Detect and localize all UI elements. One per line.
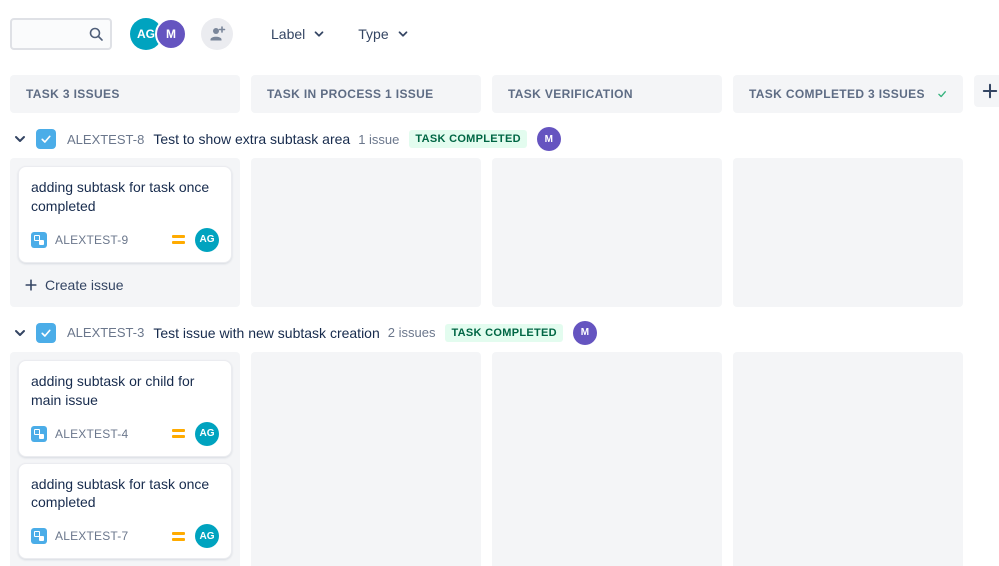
- board-cell-task-verification[interactable]: [492, 158, 722, 307]
- type-filter-dropdown[interactable]: Type: [358, 26, 409, 42]
- status-badge: TASK COMPLETED: [445, 323, 563, 342]
- swimlane-row: adding subtask for task once completed A…: [10, 158, 999, 307]
- column-headers-row: TASK 3 ISSUES TASK IN PROCESS 1 ISSUE TA…: [10, 75, 999, 113]
- column-header-task: TASK 3 ISSUES: [10, 75, 240, 113]
- status-badge: TASK COMPLETED: [409, 130, 527, 148]
- create-issue-label: Create issue: [45, 276, 124, 293]
- search-input[interactable]: [10, 18, 112, 50]
- chevron-down-icon[interactable]: [12, 131, 28, 147]
- task-type-icon: [36, 322, 56, 343]
- priority-medium-icon: [172, 531, 185, 541]
- board-cell-task[interactable]: adding subtask for task once completed A…: [10, 158, 240, 307]
- subtask-icon: [31, 528, 47, 545]
- label-filter-dropdown[interactable]: Label: [271, 26, 326, 42]
- swimlane-issue-count: 1 issue: [358, 131, 400, 147]
- check-icon: [40, 327, 52, 339]
- swimlane-row: adding subtask or child for main issue A…: [10, 351, 999, 566]
- done-check-icon: [937, 87, 947, 101]
- board-page: AG M Label Type TASK 3 ISSUES TASK IN PR…: [0, 18, 999, 566]
- chevron-down-icon: [396, 27, 410, 41]
- issue-card-title: adding subtask or child for main issue: [31, 372, 195, 408]
- create-issue-button[interactable]: Create issue: [18, 271, 130, 299]
- board-cell-task-in-process[interactable]: [251, 351, 481, 566]
- issue-card-alextest-9[interactable]: adding subtask for task once completed A…: [18, 166, 232, 263]
- issue-card-title: adding subtask for task once completed: [31, 179, 210, 214]
- subtask-icon: [31, 231, 47, 248]
- swimlane-title: Test to show extra subtask area: [153, 131, 351, 147]
- issue-card-footer: ALEXTEST-4 AG: [31, 421, 219, 446]
- chevron-down-icon: [312, 27, 326, 41]
- priority-medium-icon: [172, 429, 185, 439]
- issue-card-title: adding subtask for task once completed: [31, 475, 210, 511]
- label-filter-text: Label: [271, 26, 306, 42]
- swimlane-issue-key[interactable]: ALEXTEST-8: [67, 131, 145, 147]
- column-title: TASK VERIFICATION: [508, 87, 633, 101]
- card-assignee-avatar[interactable]: AG: [195, 227, 219, 252]
- member-avatars: AG M: [130, 18, 187, 50]
- issue-key: ALEXTEST-9: [55, 232, 129, 247]
- column-title: TASK COMPLETED 3 ISSUES: [749, 87, 925, 101]
- board-cell-task-verification[interactable]: [492, 351, 722, 566]
- chevron-down-icon[interactable]: [12, 325, 28, 341]
- board-toolbar: AG M Label Type: [10, 18, 999, 50]
- card-assignee-avatar[interactable]: AG: [195, 524, 219, 549]
- issue-card-alextest-7[interactable]: adding subtask for task once completed A…: [18, 462, 232, 560]
- avatar-m[interactable]: M: [155, 18, 187, 50]
- swimlane-assignee-avatar[interactable]: M: [536, 127, 561, 151]
- plus-icon: [981, 82, 999, 100]
- check-icon: [40, 133, 52, 145]
- column-title: TASK 3 ISSUES: [26, 87, 120, 101]
- issue-card-alextest-4[interactable]: adding subtask or child for main issue A…: [18, 359, 232, 457]
- column-title: TASK IN PROCESS 1 ISSUE: [267, 87, 434, 101]
- board-cell-task-in-process[interactable]: [251, 158, 481, 307]
- board-cell-task[interactable]: adding subtask or child for main issue A…: [10, 351, 240, 566]
- board-cell-task-completed[interactable]: [733, 351, 963, 566]
- type-filter-text: Type: [358, 26, 389, 42]
- issue-card-footer: ALEXTEST-9 AG: [31, 227, 219, 252]
- priority-medium-icon: [172, 235, 185, 245]
- column-header-task-completed: TASK COMPLETED 3 ISSUES: [733, 75, 963, 113]
- add-people-icon: [208, 25, 226, 43]
- issue-key: ALEXTEST-4: [55, 426, 129, 441]
- add-column-button[interactable]: [974, 75, 999, 107]
- task-type-icon: [36, 129, 56, 149]
- search-field-wrap: [10, 18, 112, 50]
- add-people-button[interactable]: [201, 18, 233, 50]
- issue-key: ALEXTEST-7: [55, 529, 129, 544]
- column-header-task-in-process: TASK IN PROCESS 1 ISSUE: [251, 75, 481, 113]
- swimlane-title: Test issue with new subtask creation: [153, 324, 380, 341]
- swimlane-assignee-avatar[interactable]: M: [572, 320, 597, 345]
- plus-icon: [24, 278, 38, 292]
- board-cell-task-completed[interactable]: [733, 158, 963, 307]
- subtask-icon: [31, 425, 47, 442]
- swimlane-issue-count: 2 issues: [387, 325, 436, 341]
- swimlane-issue-key[interactable]: ALEXTEST-3: [67, 325, 145, 341]
- issue-card-footer: ALEXTEST-7 AG: [31, 524, 219, 549]
- column-header-task-verification: TASK VERIFICATION: [492, 75, 722, 113]
- card-assignee-avatar[interactable]: AG: [195, 421, 219, 446]
- swimlane-header-alextest-3[interactable]: ALEXTEST-3 Test issue with new subtask c…: [10, 320, 999, 345]
- swimlane-header-alextest-8[interactable]: ALEXTEST-8 Test to show extra subtask ar…: [10, 127, 999, 151]
